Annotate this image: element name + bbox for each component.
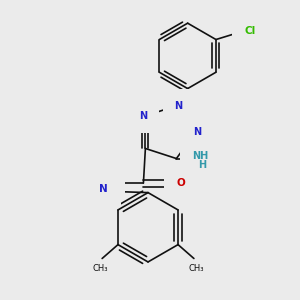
- Text: CH₃: CH₃: [188, 264, 204, 273]
- Text: O: O: [177, 178, 185, 188]
- Text: N: N: [99, 184, 108, 194]
- Text: H: H: [198, 160, 206, 170]
- Text: N: N: [139, 111, 148, 121]
- Text: N: N: [194, 127, 202, 137]
- Text: N: N: [174, 101, 182, 111]
- Text: NH: NH: [192, 151, 208, 160]
- Text: Cl: Cl: [244, 26, 255, 36]
- Text: H: H: [106, 174, 114, 184]
- Text: CH₃: CH₃: [92, 264, 108, 273]
